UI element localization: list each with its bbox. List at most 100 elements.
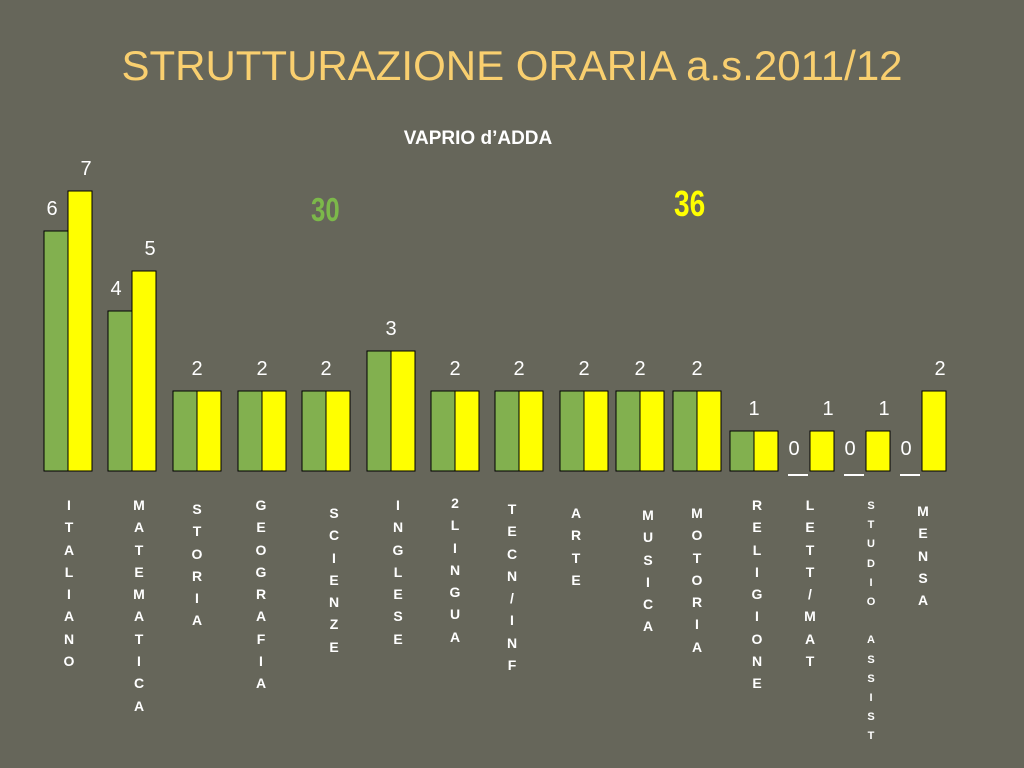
bar-yellow [325, 390, 351, 472]
category-letter: A [255, 608, 267, 625]
category-letter: / [808, 586, 812, 603]
bar-yellow [261, 390, 287, 472]
data-label-yellow: 5 [144, 238, 155, 260]
category-letter: G [449, 584, 461, 601]
category-letter: T [571, 549, 581, 566]
category-letter: G [255, 563, 267, 580]
category-label: T E C N / I N F [492, 498, 532, 676]
category-letter: E [918, 525, 928, 542]
data-label: 2 [513, 358, 524, 380]
total-green-label: 30 [311, 191, 340, 228]
category-letter: T [692, 549, 702, 566]
category-letter: N [328, 594, 340, 611]
data-label-green: 6 [46, 198, 57, 220]
data-label-yellow: 7 [80, 158, 91, 180]
category-letter: T [805, 563, 815, 580]
category-letter: M [691, 505, 703, 521]
data-label: 3 [385, 318, 396, 340]
data-label-green: 0 [900, 438, 911, 460]
category-letter: A [804, 630, 816, 647]
category-letter: C [328, 527, 340, 544]
category-letter: T [64, 519, 74, 536]
category-letter: E [256, 519, 266, 536]
category-letter: I [396, 497, 400, 513]
category-letter: A [917, 592, 929, 609]
bar-green [237, 390, 263, 472]
category-letter [851, 612, 891, 631]
bar-green [172, 390, 198, 472]
category-letter: A [255, 675, 267, 692]
category-letter: O [691, 527, 703, 544]
category-letter: U [642, 529, 654, 546]
data-label-green: 0 [788, 438, 799, 460]
category-letter: L [752, 541, 762, 558]
category-letter: N [751, 653, 763, 670]
category-letter: A [133, 519, 145, 536]
category-letter: I [67, 497, 71, 513]
bar-yellow [196, 390, 222, 472]
category-letter: N [63, 630, 75, 647]
page-title: STRUTTURAZIONE ORARIA a.s.2011/12 [121, 42, 903, 89]
bar-green [729, 430, 755, 472]
category-letter: O [255, 541, 267, 558]
category-letter: A [449, 628, 461, 645]
category-letter: N [449, 561, 461, 578]
category-letter: G [751, 586, 763, 603]
data-label: 2 [449, 358, 460, 380]
data-label: 2 [691, 358, 702, 380]
category-letter: A [570, 505, 582, 521]
category-letter: I [453, 539, 457, 556]
total-yellow-label: 36 [674, 183, 706, 224]
category-letter: S [329, 505, 339, 521]
category-letter: M [133, 497, 145, 513]
category-letter: M [804, 608, 816, 625]
category-letter: I [869, 692, 873, 705]
category-letter: T [134, 630, 144, 647]
bar-yellow [390, 350, 416, 472]
category-letter: U [867, 538, 875, 551]
bar-green [430, 390, 456, 472]
category-letter: I [755, 608, 759, 625]
category-letter: O [866, 596, 876, 609]
category-letter: F [507, 657, 517, 674]
category-letter: G [392, 541, 404, 558]
data-label: 2 [191, 358, 202, 380]
category-letter: S [867, 500, 875, 512]
category-letter: R [570, 527, 582, 544]
bar-green [43, 230, 69, 472]
bar-yellow [454, 390, 480, 472]
bar-green [366, 350, 392, 472]
data-label: 2 [256, 358, 267, 380]
category-letter: C [642, 596, 654, 613]
category-letter: O [691, 571, 703, 588]
bar-green [494, 390, 520, 472]
category-letter: R [255, 586, 267, 603]
category-letter: S [393, 608, 403, 625]
bar-green [107, 310, 133, 472]
bar-yellow [921, 390, 947, 472]
chart-subtitle: VAPRIO d’ADDA [403, 128, 553, 149]
category-letter: T [867, 519, 875, 532]
category-letter: T [805, 541, 815, 558]
data-label: 2 [578, 358, 589, 380]
category-letter: F [256, 630, 266, 647]
category-letter: T [192, 523, 202, 540]
category-letter: T [867, 730, 875, 743]
category-letter: O [191, 545, 203, 562]
category-letter: N [506, 634, 518, 651]
category-letter: R [691, 594, 703, 611]
category-letter: E [134, 563, 144, 580]
category-letter: I [695, 616, 699, 633]
category-letter: S [867, 653, 875, 666]
category-letter: E [507, 523, 517, 540]
category-letter: E [329, 638, 339, 655]
data-label-yellow: 1 [878, 398, 889, 420]
category-letter: M [642, 507, 654, 523]
